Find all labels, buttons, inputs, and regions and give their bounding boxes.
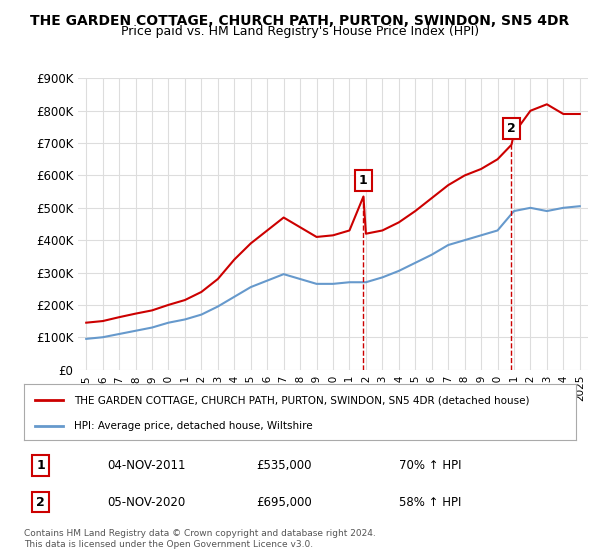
Text: 04-NOV-2011: 04-NOV-2011 xyxy=(107,459,185,472)
Text: THE GARDEN COTTAGE, CHURCH PATH, PURTON, SWINDON, SN5 4DR (detached house): THE GARDEN COTTAGE, CHURCH PATH, PURTON,… xyxy=(74,395,529,405)
Text: 70% ↑ HPI: 70% ↑ HPI xyxy=(400,459,462,472)
Text: 05-NOV-2020: 05-NOV-2020 xyxy=(107,496,185,508)
Text: HPI: Average price, detached house, Wiltshire: HPI: Average price, detached house, Wilt… xyxy=(74,421,313,431)
Text: Contains HM Land Registry data © Crown copyright and database right 2024.
This d: Contains HM Land Registry data © Crown c… xyxy=(24,529,376,549)
Text: Price paid vs. HM Land Registry's House Price Index (HPI): Price paid vs. HM Land Registry's House … xyxy=(121,25,479,38)
Text: 58% ↑ HPI: 58% ↑ HPI xyxy=(400,496,462,508)
Text: £535,000: £535,000 xyxy=(256,459,311,472)
Text: 2: 2 xyxy=(507,122,516,135)
Text: 1: 1 xyxy=(359,174,368,187)
Text: THE GARDEN COTTAGE, CHURCH PATH, PURTON, SWINDON, SN5 4DR: THE GARDEN COTTAGE, CHURCH PATH, PURTON,… xyxy=(31,14,569,28)
Text: 1: 1 xyxy=(36,459,45,472)
Text: 2: 2 xyxy=(36,496,45,508)
Text: £695,000: £695,000 xyxy=(256,496,311,508)
